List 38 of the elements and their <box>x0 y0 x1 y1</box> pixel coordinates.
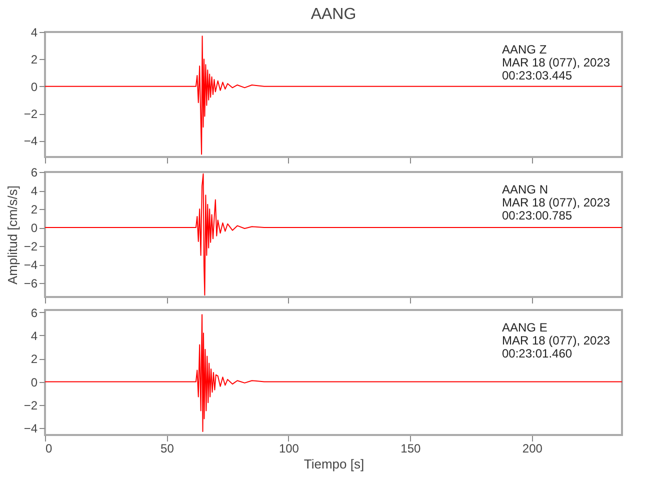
x-axis-title: Tiempo [s] <box>304 456 364 472</box>
annotation: MAR 18 (077), 2023 <box>502 334 610 348</box>
annotation: AANG N <box>502 182 548 196</box>
y-tick-label: −2 <box>24 240 38 254</box>
y-tick-label: 6 <box>30 306 38 320</box>
y-tick-label: −2 <box>24 107 38 122</box>
line-series <box>45 173 622 296</box>
x-tick-label: 100 <box>278 442 300 456</box>
annotation: 00:23:00.785 <box>502 208 572 222</box>
annotation: MAR 18 (077), 2023 <box>502 196 610 210</box>
annotation: 00:23:01.460 <box>502 346 572 360</box>
y-tick-label: 4 <box>30 26 38 40</box>
y-tick-label: 2 <box>30 202 38 217</box>
x-tick-label: 150 <box>400 442 422 456</box>
y-tick-label: 2 <box>30 352 38 366</box>
y-tick-label: −4 <box>24 258 38 272</box>
x-tick-label: 200 <box>522 442 543 456</box>
y-tick-label: −2 <box>24 398 38 412</box>
y-tick-label: −4 <box>24 134 38 148</box>
y-tick-label: 4 <box>30 328 38 343</box>
y-tick-label: 2 <box>30 52 38 67</box>
x-tick-label: 50 <box>160 442 174 456</box>
line-series <box>45 36 622 155</box>
annotation: AANG Z <box>502 42 547 56</box>
annotation: MAR 18 (077), 2023 <box>502 56 610 70</box>
y-tick-label: −6 <box>24 276 38 291</box>
line-series <box>45 314 622 432</box>
y-tick-label: 0 <box>30 80 38 94</box>
y-tick-label: 0 <box>30 375 38 390</box>
x-tick-label: 0 <box>46 442 52 456</box>
y-tick-label: 0 <box>30 221 38 236</box>
y-tick-label: 4 <box>30 184 38 198</box>
y-axis-title: Amplitud [cm/s/s] <box>4 186 20 284</box>
annotation: 00:23:03.445 <box>502 68 572 82</box>
y-tick-label: 6 <box>30 166 38 180</box>
chart-title: AANG <box>310 6 356 23</box>
annotation: AANG E <box>502 320 548 334</box>
y-tick-label: −4 <box>24 422 38 436</box>
